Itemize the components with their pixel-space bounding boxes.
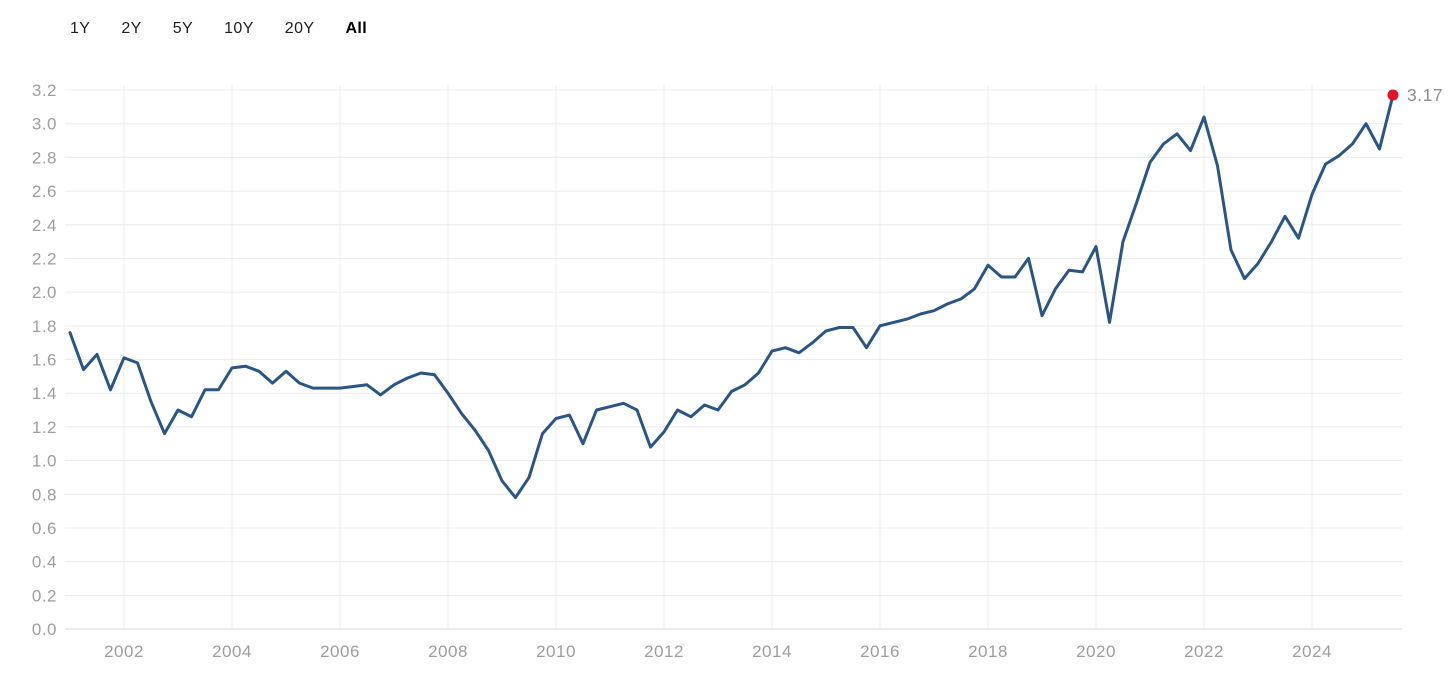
y-tick-label: 0.8 xyxy=(32,485,57,504)
x-tick-label: 2010 xyxy=(536,642,576,661)
last-point-marker xyxy=(1387,89,1399,101)
range-button-2y[interactable]: 2Y xyxy=(121,20,142,37)
y-tick-label: 1.2 xyxy=(32,418,57,437)
y-tick-label: 2.0 xyxy=(32,283,57,302)
range-button-1y[interactable]: 1Y xyxy=(70,20,91,37)
h-gridlines xyxy=(65,89,1402,630)
range-button-5y[interactable]: 5Y xyxy=(172,20,194,37)
x-tick-label: 2012 xyxy=(644,642,684,661)
y-tick-label: 2.2 xyxy=(32,249,57,268)
y-tick-label: 3.2 xyxy=(32,81,57,100)
y-tick-label: 2.6 xyxy=(32,182,57,201)
y-tick-label: 2.8 xyxy=(32,148,57,167)
y-tick-label: 0.0 xyxy=(32,620,57,639)
x-tick-label: 2022 xyxy=(1184,642,1224,661)
y-tick-label: 1.4 xyxy=(32,384,57,403)
y-tick-label: 1.6 xyxy=(32,351,57,370)
y-tick-label: 0.4 xyxy=(32,553,57,572)
y-tick-label: 1.0 xyxy=(32,452,57,471)
x-tick-label: 2024 xyxy=(1292,642,1332,661)
y-tick-label: 0.6 xyxy=(32,519,57,538)
x-tick-label: 2008 xyxy=(428,642,468,661)
range-button-all[interactable]: All xyxy=(345,20,368,37)
y-tick-label: 0.2 xyxy=(32,586,57,605)
x-tick-label: 2006 xyxy=(320,642,360,661)
x-tick-label: 2004 xyxy=(212,642,252,661)
x-tick-label: 2020 xyxy=(1076,642,1116,661)
range-button-10y[interactable]: 10Y xyxy=(224,20,254,37)
y-tick-label: 1.8 xyxy=(32,317,57,336)
x-tick-label: 2016 xyxy=(860,642,900,661)
x-tick-label: 2018 xyxy=(968,642,1008,661)
time-range-toolbar: 1Y 2Y 5Y 10Y 20Y All xyxy=(70,19,367,38)
x-tick-label: 2014 xyxy=(752,642,792,661)
y-tick-label: 3.0 xyxy=(32,115,57,134)
price-line xyxy=(68,93,1395,500)
last-value-label: 3.17 xyxy=(1407,85,1443,105)
x-tick-label: 2002 xyxy=(104,642,144,661)
range-button-20y[interactable]: 20Y xyxy=(284,20,315,37)
x-axis-labels: 2002 2004 2006 2008 2010 2012 2014 2016 2018 2020… xyxy=(104,642,1332,661)
v-gridlines xyxy=(123,85,1313,629)
y-tick-label: 2.4 xyxy=(32,216,57,235)
y-axis-labels: 0.0 0.2 0.4 0.6 0.8 1.0 1.2 1.4 1.6 1.8 2.0 2.2 2.4 2… xyxy=(32,81,57,639)
